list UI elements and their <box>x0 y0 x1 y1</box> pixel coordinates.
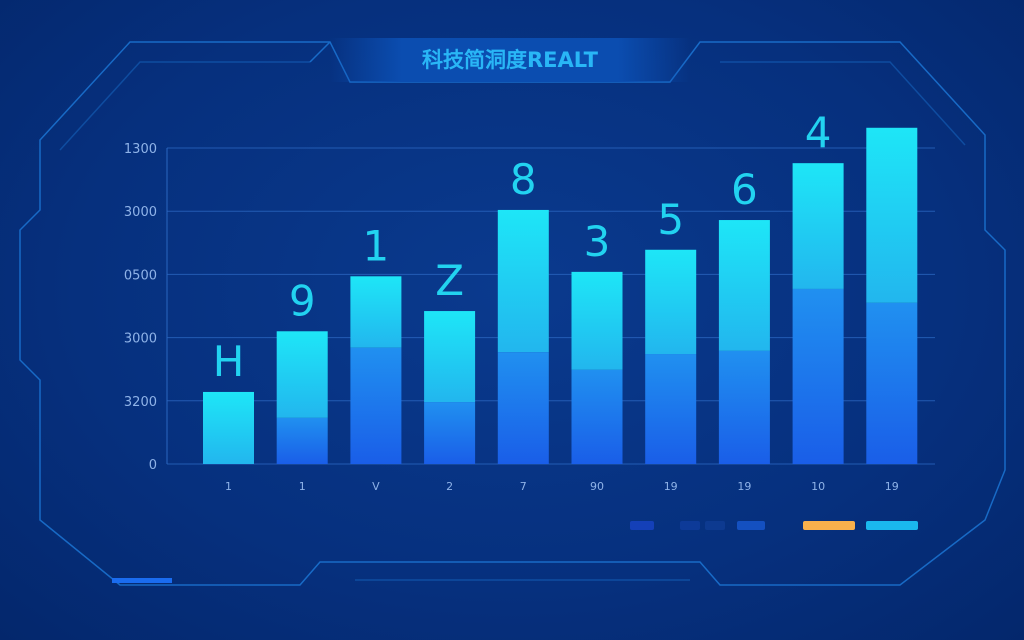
bar-data-label: 5 <box>657 195 684 244</box>
frame-accent <box>112 578 172 583</box>
bar-upper-segment <box>718 220 770 351</box>
bar-upper-segment <box>571 271 623 370</box>
y-tick-label: 1300 <box>124 142 157 157</box>
legend-swatch <box>803 521 855 530</box>
x-tick-label: 19 <box>664 480 678 493</box>
x-tick-label: 1 <box>299 480 306 493</box>
chart-title: 科技简洞度REALT <box>330 38 690 82</box>
bar-upper-segment <box>276 331 328 418</box>
x-tick-label: 10 <box>811 480 825 493</box>
bar-lower-segment <box>792 288 844 464</box>
x-tick-label: 1 <box>225 480 232 493</box>
bar-data-label: 4 <box>805 108 832 157</box>
bar-upper-segment <box>424 311 476 403</box>
x-tick-label: V <box>372 480 380 493</box>
x-tick-label: 7 <box>520 480 527 493</box>
bar-data-label: H <box>213 337 245 386</box>
bar-data-label: 1 <box>363 221 390 270</box>
x-tick-label: 90 <box>590 480 604 493</box>
x-tick-label: 19 <box>737 480 751 493</box>
bar-lower-segment <box>645 354 697 464</box>
y-tick-label: 3200 <box>124 395 157 410</box>
bar-upper-segment <box>350 276 402 348</box>
bar-upper-segment <box>866 127 918 303</box>
y-tick-label: 3000 <box>124 205 157 220</box>
bar-upper-segment <box>497 209 549 353</box>
legend-swatch <box>630 521 654 530</box>
bar-upper-segment <box>792 163 844 289</box>
bar-data-label: 6 <box>731 165 758 214</box>
bar-data-label: 8 <box>510 155 537 204</box>
x-tick-label: 19 <box>885 480 899 493</box>
bar-lower-segment <box>350 347 402 464</box>
bar-lower-segment <box>276 417 328 464</box>
bar-upper-segment <box>203 391 254 464</box>
bar-data-label: 9 <box>289 276 316 325</box>
bar-lower-segment <box>718 350 770 464</box>
legend-swatch <box>866 521 918 530</box>
y-tick-label: 0 <box>149 458 157 473</box>
legend-swatch <box>705 521 725 530</box>
bar-lower-segment <box>571 369 623 464</box>
bar-lower-segment <box>424 402 476 464</box>
bar-lower-segment <box>497 352 549 464</box>
legend-swatch <box>680 521 700 530</box>
y-tick-label: 0500 <box>124 268 157 283</box>
bar-lower-segment <box>866 302 918 464</box>
x-tick-label: 2 <box>446 480 453 493</box>
bar-data-label: 3 <box>584 217 611 266</box>
bar-upper-segment <box>645 249 697 355</box>
bar-data-label: Z <box>435 256 464 305</box>
y-tick-label: 3000 <box>124 332 157 347</box>
legend-swatch <box>737 521 765 530</box>
